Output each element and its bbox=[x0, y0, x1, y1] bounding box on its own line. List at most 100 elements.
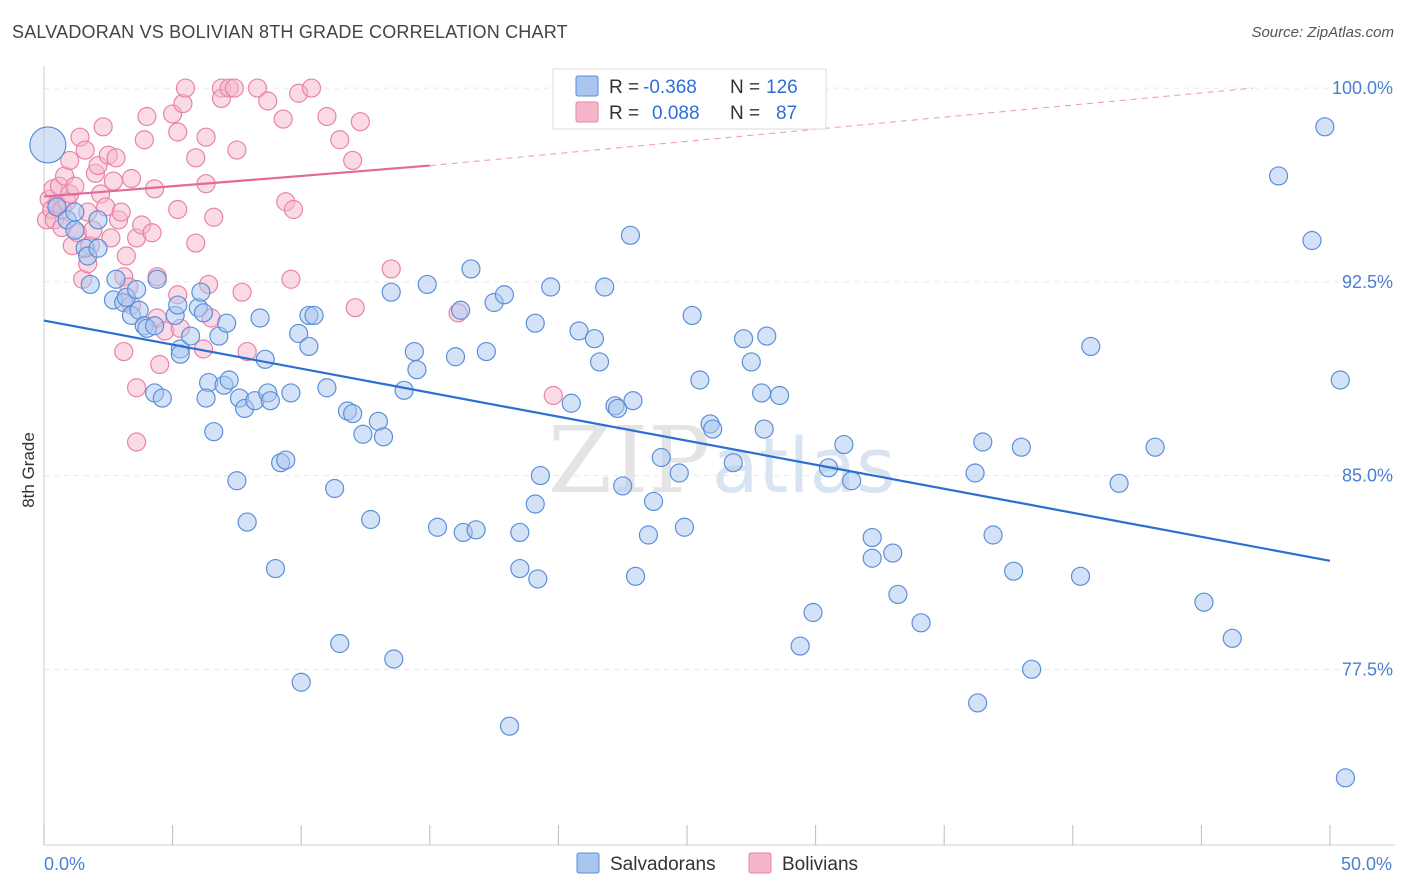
salvadoran-point bbox=[47, 197, 67, 217]
salvadoran-trend-line bbox=[43, 319, 1331, 562]
salvadoran-point bbox=[250, 308, 270, 328]
bolivian-point bbox=[111, 202, 131, 222]
bottom-legend: Salvadorans Bolivians bbox=[576, 852, 858, 875]
salvadoran-point bbox=[1315, 117, 1335, 137]
salvadoran-point bbox=[476, 341, 496, 362]
bolivian-point bbox=[121, 168, 142, 189]
salvadoran-point bbox=[65, 220, 85, 240]
salvadoran-point bbox=[168, 295, 188, 315]
grid-lines bbox=[44, 87, 1395, 670]
bolivian-point bbox=[543, 385, 563, 406]
salvadoran-point bbox=[842, 471, 862, 491]
salvadoran-point bbox=[1011, 437, 1031, 457]
trend-lines bbox=[43, 87, 1331, 562]
salvadoran-point bbox=[317, 378, 337, 398]
salvadoran-point bbox=[638, 525, 659, 545]
watermark: ZIP atlas bbox=[548, 407, 896, 514]
legend-r-value-bolivian: 0.088 bbox=[652, 103, 700, 124]
salvadoran-point bbox=[381, 282, 401, 302]
salvadoran-point bbox=[595, 277, 615, 297]
salvadoran-point bbox=[499, 716, 520, 736]
bolivian-point bbox=[237, 341, 257, 362]
source-label: Source: ZipAtlas.com bbox=[1251, 24, 1394, 41]
salvadoran-point bbox=[973, 432, 993, 452]
tick-labels: 100.0% 92.5% 85.0% 77.5% 0.0% 50.0% bbox=[44, 78, 1393, 874]
legend-n-value-bolivian: 87 bbox=[776, 103, 797, 124]
salvadoran-point bbox=[613, 476, 633, 496]
salvadoran-point bbox=[888, 584, 908, 605]
salvadoran-point bbox=[193, 303, 214, 323]
salvadoran-point bbox=[204, 422, 224, 442]
bottom-legend-swatch-bolivian bbox=[748, 852, 772, 874]
salvadoran-point bbox=[1268, 166, 1289, 186]
y-axis-label: 8th Grade bbox=[19, 432, 38, 508]
legend-n-label: N = bbox=[730, 103, 760, 124]
salvadoran-point bbox=[703, 419, 723, 439]
bolivian-point bbox=[186, 148, 206, 168]
salvadoran-point bbox=[126, 279, 147, 300]
bolivian-point bbox=[126, 432, 147, 452]
salvadoran-point bbox=[299, 336, 319, 357]
bolivian-point bbox=[175, 78, 196, 98]
salvadoran-point bbox=[494, 285, 514, 305]
bolivian-point bbox=[137, 106, 157, 127]
bolivian-point bbox=[343, 150, 363, 171]
salvadoran-point bbox=[276, 450, 296, 470]
salvadoran-point bbox=[427, 517, 448, 537]
legend-r-label: R = bbox=[609, 103, 639, 124]
salvadoran-point bbox=[607, 398, 628, 419]
salvadoran-point bbox=[65, 202, 85, 222]
salvadoran-point bbox=[968, 693, 988, 713]
salvadoran-point bbox=[461, 259, 481, 279]
salvadoran-point bbox=[883, 543, 903, 563]
salvadoran-point bbox=[466, 520, 486, 540]
salvadoran-point bbox=[304, 305, 324, 326]
salvadoran-point bbox=[1109, 473, 1129, 493]
salvadoran-point bbox=[790, 636, 810, 656]
salvadoran-point bbox=[291, 672, 311, 692]
salvadoran-point bbox=[343, 403, 363, 424]
salvadoran-point bbox=[152, 388, 172, 408]
salvadoran-point bbox=[106, 269, 126, 289]
salvadoran-point bbox=[181, 326, 201, 346]
salvadoran-point bbox=[255, 349, 275, 369]
salvadoran-point bbox=[1070, 566, 1091, 586]
salvadoran-point bbox=[510, 558, 530, 579]
bolivian-point bbox=[196, 127, 216, 147]
salvadoran-point bbox=[741, 352, 761, 372]
salvadoran-point bbox=[651, 447, 671, 468]
chart-title: SALVADORAN VS BOLIVIAN 8TH GRADE CORRELA… bbox=[12, 22, 568, 42]
salvadoran-point bbox=[769, 385, 790, 406]
legend-n-label: N = bbox=[730, 77, 760, 98]
salvadoran-point bbox=[394, 380, 414, 400]
salvadoran-point bbox=[260, 391, 280, 411]
bolivian-point bbox=[224, 78, 244, 98]
salvadoran-point bbox=[669, 463, 689, 483]
salvadoran-point bbox=[625, 566, 646, 586]
bolivian-point bbox=[106, 148, 126, 168]
salvadoran-point bbox=[751, 383, 772, 403]
salvadoran-points bbox=[29, 117, 1356, 788]
bolivian-point bbox=[350, 112, 370, 132]
bolivian-point bbox=[116, 246, 136, 266]
salvadoran-point bbox=[1022, 659, 1042, 679]
x-tick-label: 0.0% bbox=[44, 854, 85, 874]
salvadoran-point bbox=[445, 347, 466, 367]
bolivian-point bbox=[204, 207, 224, 227]
bolivian-point bbox=[134, 130, 154, 150]
salvadoran-point bbox=[1302, 230, 1322, 251]
legend-r-label: R = bbox=[609, 77, 639, 98]
salvadoran-point bbox=[1145, 437, 1165, 457]
salvadoran-point bbox=[325, 478, 345, 499]
legend: R = -0.368 N = 126 R = 0.088 N = 87 bbox=[552, 68, 827, 130]
salvadoran-point bbox=[690, 370, 710, 390]
salvadoran-point bbox=[1194, 592, 1214, 612]
salvadoran-point bbox=[862, 527, 882, 548]
bolivian-point bbox=[247, 78, 268, 98]
salvadoran-point bbox=[620, 225, 641, 245]
salvadoran-point bbox=[682, 305, 702, 326]
y-tick-label: 100.0% bbox=[1332, 78, 1393, 98]
salvadoran-point bbox=[733, 329, 754, 349]
salvadoran-point bbox=[643, 491, 664, 512]
